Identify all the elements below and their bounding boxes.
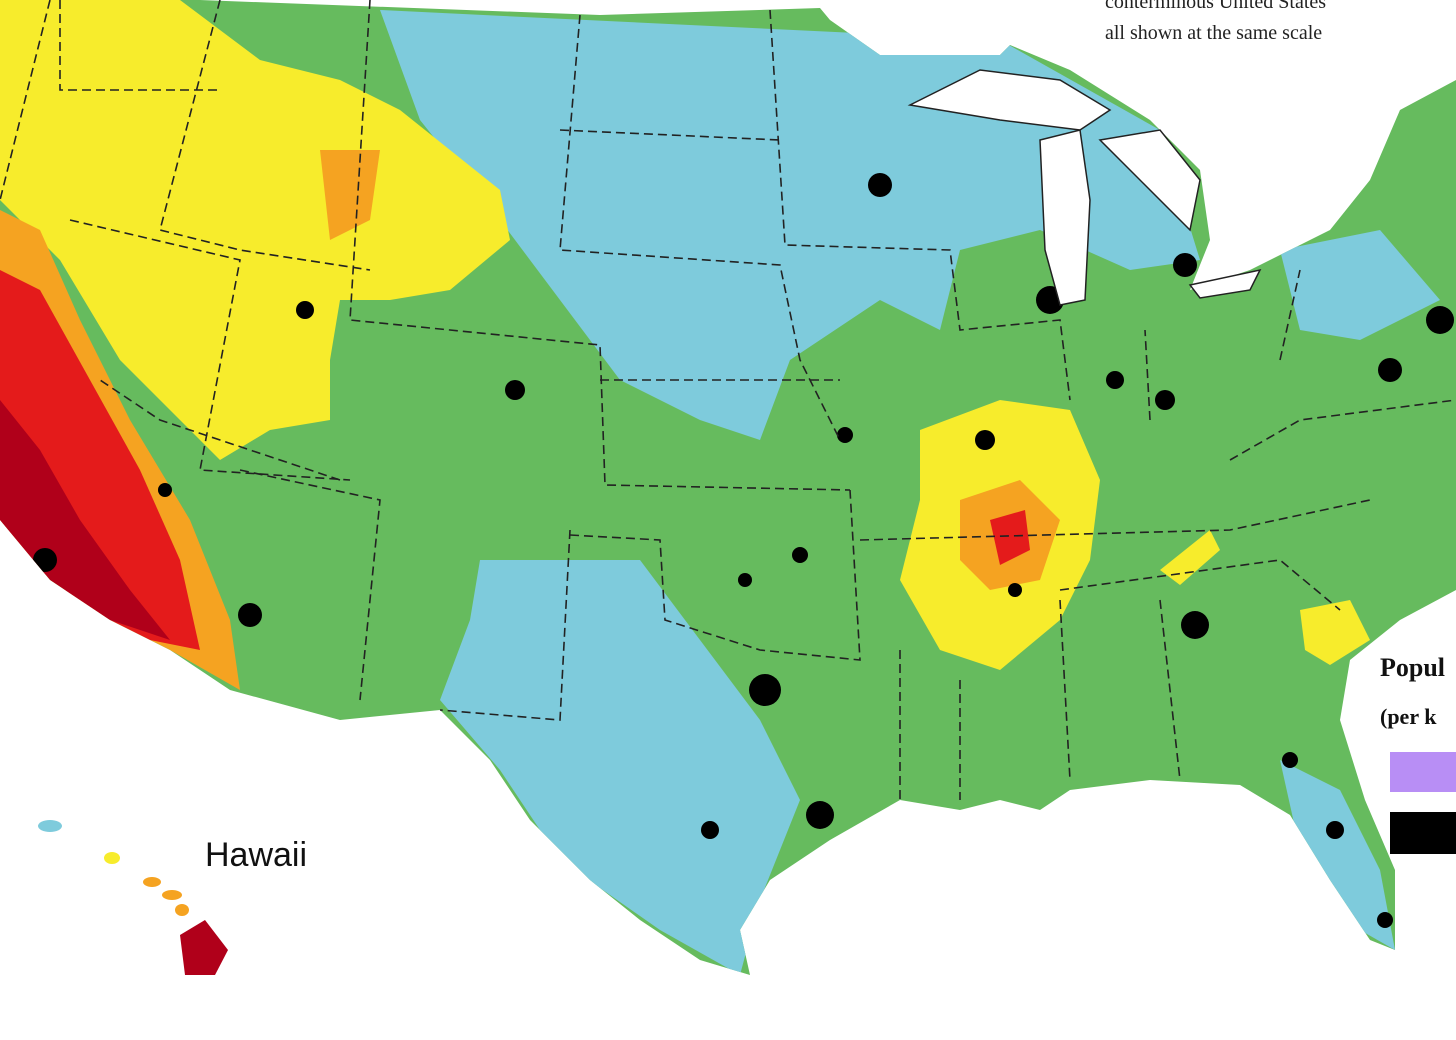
legend-title: Popul <box>1380 653 1445 682</box>
legend-swatch <box>1390 752 1456 792</box>
hawaii-islands <box>38 820 228 975</box>
state-borders <box>0 0 1456 800</box>
note-line: conterminous United States <box>1105 0 1326 13</box>
hazard-zone-extreme <box>0 400 170 640</box>
legend-swatch <box>1390 812 1456 854</box>
legend-subtitle: (per k <box>1380 704 1437 729</box>
great-lakes <box>907 69 1262 306</box>
hazard-zone-very-high <box>990 510 1030 565</box>
hazard-zone-minimal <box>440 560 800 975</box>
note-line: all shown at the same scale <box>1105 22 1322 44</box>
hazard-zone-moderate <box>1300 600 1370 665</box>
hawaii-label: Hawaii <box>205 836 307 874</box>
hazard-zone-minimal <box>1280 230 1440 340</box>
hazard-zone-moderate <box>1160 530 1220 585</box>
hazard-zone-high <box>320 150 380 240</box>
hazard-zone-moderate <box>0 0 510 460</box>
hazard-zone-minimal <box>1280 760 1395 950</box>
